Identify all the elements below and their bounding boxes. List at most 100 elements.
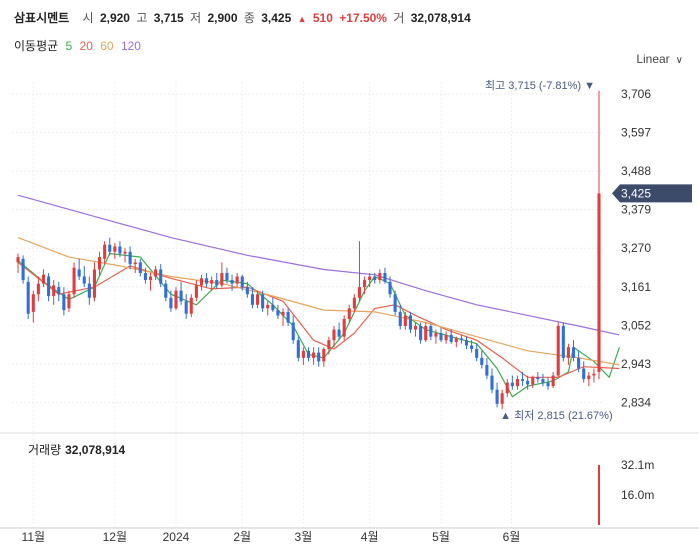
candle-body bbox=[220, 272, 224, 286]
price-header: 삼표시멘트 시 2,920 고 3,715 저 2,900 종 3,425 ▲ … bbox=[14, 9, 474, 26]
change-value: 510 bbox=[312, 11, 333, 25]
candle-body bbox=[373, 276, 377, 281]
candle-body bbox=[21, 258, 25, 281]
candle-body bbox=[566, 347, 570, 358]
candle-body bbox=[332, 329, 336, 341]
y-tick-label: 2,834 bbox=[621, 395, 651, 409]
close-value: 3,425 bbox=[261, 11, 292, 25]
scale-selector[interactable]: Linear ∨ bbox=[636, 52, 683, 66]
x-tick-label: 5월 bbox=[432, 530, 450, 544]
x-tick-label: 3월 bbox=[295, 530, 313, 544]
y-tick-label: 3,270 bbox=[621, 241, 651, 255]
x-tick-label: 11월 bbox=[22, 530, 46, 544]
candle-body bbox=[429, 326, 433, 337]
change-arrow: ▲ bbox=[297, 14, 307, 24]
candle-body bbox=[82, 276, 86, 284]
candle-body bbox=[342, 318, 346, 337]
ma-120-label[interactable]: 120 bbox=[120, 39, 141, 53]
candle-body bbox=[245, 287, 249, 295]
candle-body bbox=[347, 308, 351, 319]
candle-body bbox=[169, 297, 173, 309]
candle-body bbox=[128, 251, 132, 265]
candle-body bbox=[92, 269, 96, 298]
candle-body bbox=[577, 357, 581, 369]
close-label: 종 bbox=[243, 11, 255, 25]
candle-body bbox=[317, 352, 321, 362]
candle-body bbox=[393, 294, 397, 312]
candle-body bbox=[286, 311, 290, 323]
candle-body bbox=[571, 347, 576, 358]
y-tick-label: 3,161 bbox=[621, 280, 651, 294]
candle-body bbox=[118, 246, 122, 254]
candle-body bbox=[113, 246, 117, 252]
candle-body bbox=[250, 294, 254, 305]
low-label: 저 bbox=[190, 11, 202, 25]
candle-body bbox=[357, 287, 362, 298]
candle-body bbox=[378, 272, 382, 281]
candle-body bbox=[368, 276, 372, 281]
ma-5-label[interactable]: 5 bbox=[65, 39, 73, 53]
candle-body bbox=[67, 294, 71, 309]
candle-body bbox=[184, 301, 188, 314]
volume-bar bbox=[598, 465, 600, 525]
candle-body bbox=[215, 280, 219, 286]
y-tick-label: 2,943 bbox=[621, 357, 651, 371]
candle-body bbox=[87, 283, 91, 298]
scale-selector-label: Linear bbox=[636, 52, 670, 66]
candle-body bbox=[327, 340, 331, 350]
candle-body bbox=[470, 345, 474, 350]
volume-tick-label: 16.0m bbox=[621, 488, 654, 502]
candle-body bbox=[363, 280, 367, 288]
ma-legend-title: 이동평균 bbox=[14, 39, 59, 53]
volume-value: 32,078,914 bbox=[410, 11, 471, 25]
candle-body bbox=[531, 377, 535, 385]
candle-body bbox=[276, 310, 280, 316]
candle-body bbox=[271, 304, 275, 311]
x-tick-label: 2월 bbox=[233, 530, 251, 544]
candle-body bbox=[133, 262, 137, 265]
candle-body bbox=[301, 350, 305, 358]
chevron-down-icon: ∨ bbox=[675, 55, 683, 66]
volume-panel-value: 32,078,914 bbox=[65, 443, 126, 457]
candle-body bbox=[592, 373, 596, 376]
candle-body bbox=[194, 285, 198, 298]
candle-body bbox=[561, 326, 565, 358]
candle-body bbox=[383, 272, 387, 282]
candle-body bbox=[72, 267, 76, 295]
candle-body bbox=[189, 297, 193, 314]
y-tick-label: 3,379 bbox=[621, 203, 651, 217]
candle-body bbox=[464, 340, 469, 346]
candle-body bbox=[403, 315, 407, 327]
candle-body bbox=[174, 290, 178, 309]
candle-body bbox=[490, 375, 494, 390]
candle-body bbox=[597, 193, 601, 373]
candle-body bbox=[291, 322, 295, 341]
current-price-tag bbox=[612, 184, 692, 203]
candle-body bbox=[556, 326, 560, 376]
candle-body bbox=[352, 297, 356, 309]
volume-label: 거 bbox=[393, 11, 405, 25]
candle-body bbox=[521, 379, 525, 381]
candle-body bbox=[444, 334, 448, 341]
candle-body bbox=[536, 377, 540, 380]
candle-body bbox=[26, 281, 30, 314]
candle-body bbox=[281, 311, 285, 316]
candle-body bbox=[235, 276, 239, 284]
stock-name: 삼표시멘트 bbox=[14, 11, 70, 25]
x-tick-label: 12월 bbox=[103, 530, 127, 544]
candle-body bbox=[449, 334, 453, 342]
candle-body bbox=[306, 350, 311, 358]
y-tick-label: 3,052 bbox=[621, 318, 651, 332]
candle-body bbox=[408, 315, 412, 330]
candle-body bbox=[77, 269, 81, 277]
volume-tick-label: 32.1m bbox=[621, 458, 654, 472]
ma-20-label[interactable]: 20 bbox=[79, 39, 93, 53]
candle-body bbox=[266, 304, 270, 309]
ma-60-label[interactable]: 60 bbox=[100, 39, 114, 53]
current-price-label: 3,425 bbox=[621, 186, 651, 200]
moving-average-legend: 이동평균 5 20 60 120 bbox=[14, 37, 145, 54]
candle-body bbox=[454, 338, 458, 342]
open-value: 2,920 bbox=[99, 11, 130, 25]
candle-body bbox=[143, 272, 147, 281]
